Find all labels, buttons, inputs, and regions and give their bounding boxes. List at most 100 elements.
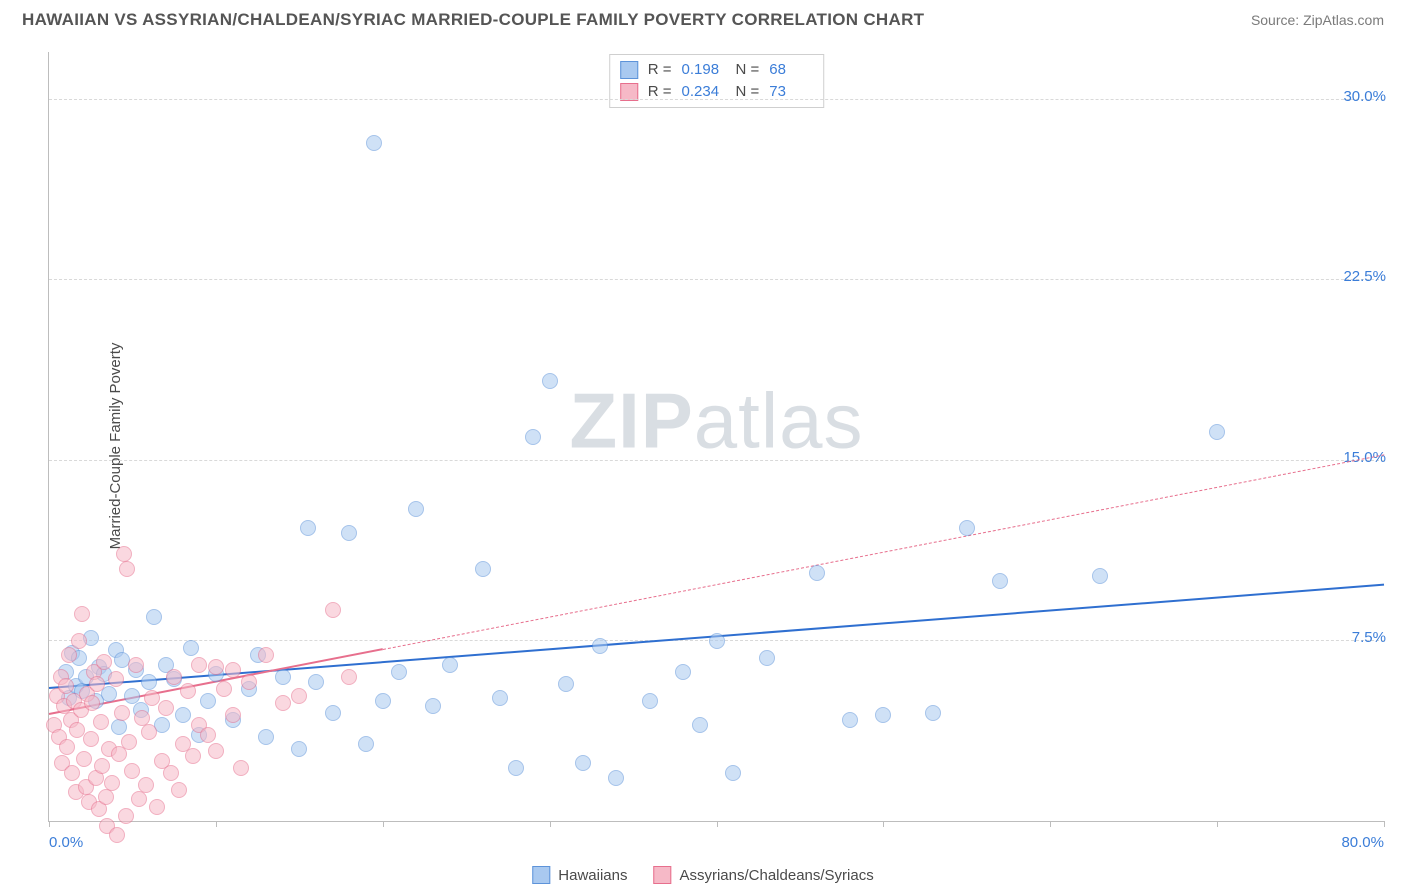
data-point [492, 690, 508, 706]
data-point [233, 760, 249, 776]
data-point [59, 739, 75, 755]
data-point [592, 638, 608, 654]
data-point [116, 546, 132, 562]
data-point [366, 135, 382, 151]
data-point [809, 565, 825, 581]
x-tick [49, 821, 50, 827]
x-tick [1384, 821, 1385, 827]
swatch-icon [532, 866, 550, 884]
data-point [141, 674, 157, 690]
data-point [128, 657, 144, 673]
data-point [118, 808, 134, 824]
data-point [183, 640, 199, 656]
data-point [692, 717, 708, 733]
data-point [111, 719, 127, 735]
legend-item: Assyrians/Chaldeans/Syriacs [653, 866, 873, 884]
data-point [83, 731, 99, 747]
x-tick [717, 821, 718, 827]
scatter-chart: ZIPatlas R = 0.198 N = 68 R = 0.234 N = … [48, 52, 1384, 822]
x-tick [1217, 821, 1218, 827]
data-point [94, 758, 110, 774]
data-point [258, 647, 274, 663]
data-point [442, 657, 458, 673]
data-point [200, 727, 216, 743]
source-label: Source: ZipAtlas.com [1251, 12, 1384, 28]
data-point [84, 695, 100, 711]
data-point [709, 633, 725, 649]
data-point [875, 707, 891, 723]
data-point [108, 671, 124, 687]
data-point [759, 650, 775, 666]
data-point [1209, 424, 1225, 440]
data-point [608, 770, 624, 786]
data-point [216, 681, 232, 697]
x-tick [383, 821, 384, 827]
data-point [542, 373, 558, 389]
data-point [558, 676, 574, 692]
chart-title: HAWAIIAN VS ASSYRIAN/CHALDEAN/SYRIAC MAR… [22, 10, 924, 30]
data-point [325, 705, 341, 721]
data-point [124, 688, 140, 704]
y-tick-label: 30.0% [1343, 88, 1386, 105]
data-point [58, 678, 74, 694]
gridline [49, 99, 1384, 100]
data-point [1092, 568, 1108, 584]
data-point [375, 693, 391, 709]
data-point [61, 647, 77, 663]
x-max-label: 80.0% [1341, 834, 1384, 851]
data-point [74, 606, 90, 622]
watermark: ZIPatlas [569, 376, 863, 467]
data-point [141, 724, 157, 740]
data-point [98, 789, 114, 805]
y-tick-label: 22.5% [1343, 268, 1386, 285]
swatch-icon [653, 866, 671, 884]
data-point [124, 763, 140, 779]
data-point [308, 674, 324, 690]
data-point [89, 676, 105, 692]
data-point [146, 609, 162, 625]
data-point [166, 669, 182, 685]
x-tick [216, 821, 217, 827]
data-point [842, 712, 858, 728]
chart-header: HAWAIIAN VS ASSYRIAN/CHALDEAN/SYRIAC MAR… [0, 0, 1406, 36]
data-point [341, 669, 357, 685]
swatch-icon [620, 61, 638, 79]
data-point [675, 664, 691, 680]
data-point [149, 799, 165, 815]
data-point [93, 714, 109, 730]
data-point [325, 602, 341, 618]
data-point [225, 662, 241, 678]
data-point [358, 736, 374, 752]
data-point [76, 751, 92, 767]
data-point [575, 755, 591, 771]
data-point [121, 734, 137, 750]
gridline [49, 460, 1384, 461]
data-point [992, 573, 1008, 589]
data-point [171, 782, 187, 798]
data-point [959, 520, 975, 536]
data-point [158, 700, 174, 716]
data-point [408, 501, 424, 517]
legend-item: Hawaiians [532, 866, 627, 884]
data-point [96, 654, 112, 670]
data-point [642, 693, 658, 709]
data-point [925, 705, 941, 721]
x-tick [550, 821, 551, 827]
data-point [64, 765, 80, 781]
data-point [175, 707, 191, 723]
x-tick [1050, 821, 1051, 827]
data-point [391, 664, 407, 680]
gridline [49, 279, 1384, 280]
data-point [275, 669, 291, 685]
data-point [138, 777, 154, 793]
data-point [291, 741, 307, 757]
legend-label: Hawaiians [558, 867, 627, 884]
data-point [104, 775, 120, 791]
series-legend: Hawaiians Assyrians/Chaldeans/Syriacs [532, 866, 873, 884]
y-tick-label: 7.5% [1352, 629, 1386, 646]
data-point [208, 743, 224, 759]
data-point [341, 525, 357, 541]
data-point [71, 633, 87, 649]
data-point [163, 765, 179, 781]
data-point [241, 674, 257, 690]
